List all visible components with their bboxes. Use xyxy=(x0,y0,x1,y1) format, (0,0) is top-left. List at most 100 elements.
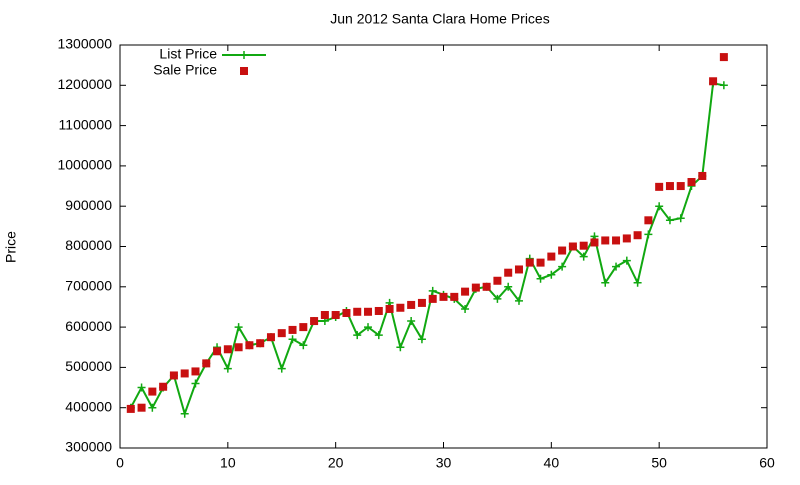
list-point xyxy=(288,335,297,344)
sale-point xyxy=(299,323,308,332)
sale-point xyxy=(277,329,286,338)
list-point xyxy=(148,403,157,412)
sale-point xyxy=(266,333,275,342)
list-point xyxy=(396,343,405,352)
y-tick-label: 300000 xyxy=(65,439,112,455)
sale-point xyxy=(709,77,718,86)
sale-point xyxy=(417,298,426,307)
sale-point xyxy=(493,276,502,285)
y-tick-label: 900000 xyxy=(65,197,112,213)
sale-point xyxy=(439,292,448,301)
legend-label: List Price xyxy=(159,46,217,62)
sale-point xyxy=(698,171,707,180)
sale-point xyxy=(353,307,362,316)
list-point xyxy=(547,270,556,279)
list-point xyxy=(428,286,437,295)
list-point xyxy=(612,262,621,271)
sale-point xyxy=(364,307,373,316)
sale-point xyxy=(547,252,556,261)
sale-point xyxy=(633,231,642,240)
list-point xyxy=(504,282,513,291)
y-axis-label: Price xyxy=(3,231,19,263)
list-point xyxy=(223,364,232,373)
list-point xyxy=(633,278,642,287)
sale-point xyxy=(590,238,599,247)
list-point xyxy=(353,331,362,340)
y-tick-label: 400000 xyxy=(65,398,112,414)
y-tick-label: 800000 xyxy=(65,237,112,253)
sale-point xyxy=(622,234,631,243)
sale-point xyxy=(374,306,383,315)
x-tick-label: 10 xyxy=(220,455,236,471)
sale-point xyxy=(471,283,480,292)
list-point xyxy=(579,252,588,261)
list-point xyxy=(558,262,567,271)
x-tick-label: 30 xyxy=(436,455,452,471)
legend-marker xyxy=(240,67,248,75)
sale-point xyxy=(665,182,674,191)
sale-point xyxy=(148,387,157,396)
sale-point xyxy=(719,53,728,62)
list-point xyxy=(374,331,383,340)
y-tick-label: 1200000 xyxy=(57,76,112,92)
list-point xyxy=(665,216,674,225)
sale-point xyxy=(256,339,265,348)
sale-point xyxy=(342,308,351,317)
sale-point xyxy=(514,265,523,274)
sale-point xyxy=(655,182,664,191)
list-point xyxy=(622,256,631,265)
y-tick-label: 700000 xyxy=(65,278,112,294)
list-point xyxy=(417,335,426,344)
sale-point xyxy=(180,369,189,378)
legend-label: Sale Price xyxy=(153,62,217,78)
sale-point xyxy=(461,287,470,296)
list-point xyxy=(719,81,728,90)
sale-point xyxy=(234,343,243,352)
sale-point xyxy=(191,367,200,376)
sale-point xyxy=(126,404,135,413)
sale-point xyxy=(450,292,459,301)
sale-point xyxy=(320,311,329,320)
x-tick-label: 40 xyxy=(544,455,560,471)
sale-point xyxy=(558,246,567,255)
list-point xyxy=(407,317,416,326)
sale-point xyxy=(536,258,545,267)
x-tick-label: 50 xyxy=(651,455,667,471)
list-point xyxy=(234,323,243,332)
list-point xyxy=(277,364,286,373)
list-point xyxy=(493,294,502,303)
y-tick-label: 500000 xyxy=(65,358,112,374)
sale-point xyxy=(687,178,696,187)
list-point xyxy=(137,383,146,392)
sale-point xyxy=(159,382,168,391)
sale-point xyxy=(601,236,610,245)
sale-point xyxy=(288,325,297,334)
sale-point xyxy=(396,303,405,312)
x-tick-label: 20 xyxy=(328,455,344,471)
list-point xyxy=(461,304,470,313)
sale-point xyxy=(504,268,513,277)
sale-point xyxy=(525,258,534,267)
legend-marker xyxy=(240,51,248,59)
sale-point xyxy=(223,345,232,354)
list-point xyxy=(299,341,308,350)
sale-point xyxy=(331,311,340,320)
sale-point xyxy=(482,282,491,291)
sale-point xyxy=(137,403,146,412)
list-point xyxy=(644,230,653,239)
list-point xyxy=(180,409,189,418)
list-point xyxy=(536,274,545,283)
series-line xyxy=(129,82,725,418)
sale-point xyxy=(169,371,178,380)
y-tick-label: 600000 xyxy=(65,318,112,334)
sale-point xyxy=(385,304,394,313)
chart-title: Jun 2012 Santa Clara Home Prices xyxy=(330,11,549,27)
x-tick-label: 60 xyxy=(759,455,775,471)
sale-point xyxy=(428,294,437,303)
y-tick-label: 1100000 xyxy=(59,116,113,132)
sale-point xyxy=(612,236,621,245)
sale-point xyxy=(202,359,211,368)
sale-point xyxy=(310,317,319,326)
list-point xyxy=(191,379,200,388)
